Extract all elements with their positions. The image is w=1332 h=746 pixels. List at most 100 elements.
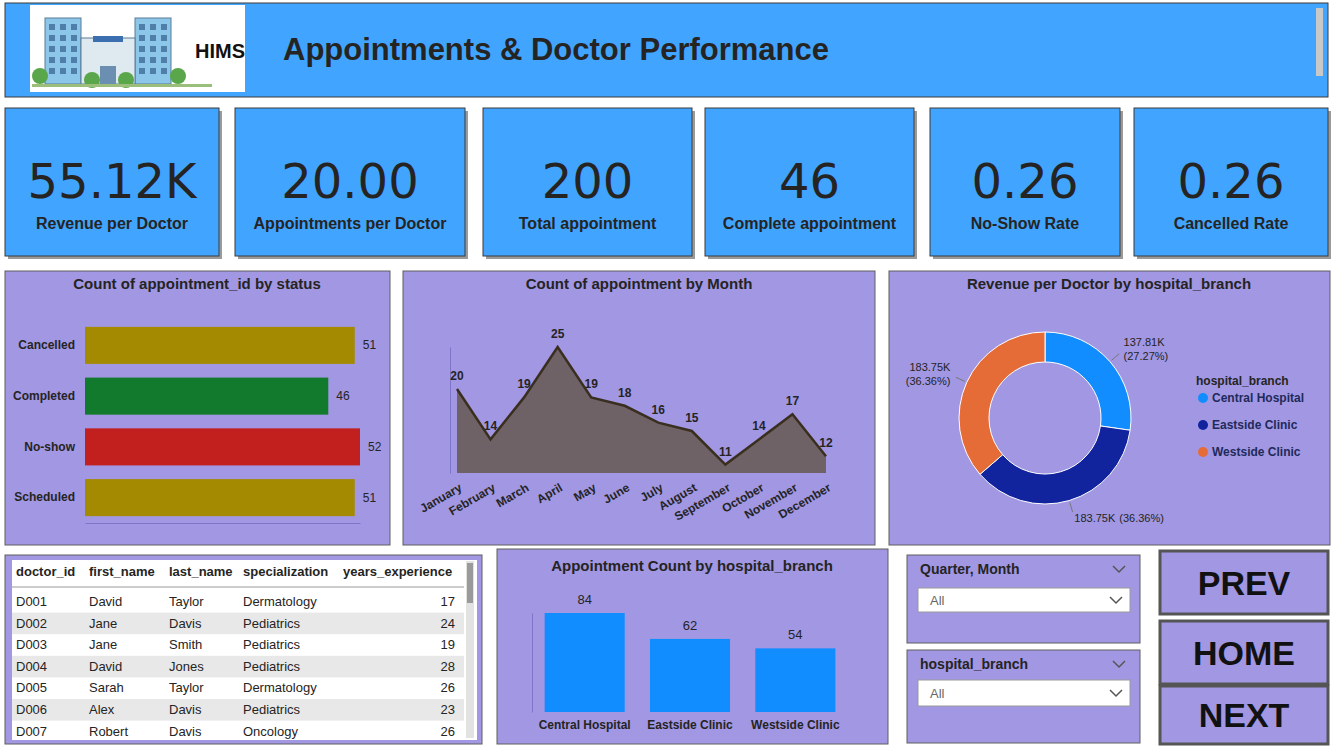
kpi-value: 0.26 <box>972 153 1079 209</box>
tick-label: June <box>601 480 633 506</box>
page-title: Appointments & Doctor Performance <box>283 32 829 67</box>
button-bg[interactable] <box>1160 621 1328 684</box>
logo-window <box>161 24 167 30</box>
dropdown-value[interactable]: All <box>930 593 945 608</box>
logo-window <box>60 57 66 63</box>
kpi-value: 46 <box>779 153 840 209</box>
tick: Scheduled <box>14 490 85 504</box>
nav-button[interactable]: NEXT <box>1160 686 1328 744</box>
value-axis <box>532 614 533 713</box>
kpi-label: Total appointment <box>519 215 657 232</box>
table-cell: Smith <box>169 637 202 652</box>
panel-bg <box>403 271 875 545</box>
button-label[interactable]: PREV <box>1198 564 1291 602</box>
table-cell: D005 <box>16 680 47 695</box>
tick-label: Cancelled <box>18 338 75 352</box>
tick-label: December <box>776 480 834 521</box>
logo-bg <box>30 5 245 92</box>
card-bg <box>483 108 692 256</box>
kpi-card: 20.00 Appointments per Doctor <box>235 108 468 259</box>
tick: Eastside Clinic <box>647 712 733 732</box>
logo-tower <box>45 18 81 84</box>
logo-window <box>150 46 156 52</box>
logo-window <box>161 57 167 63</box>
tick: Central Hospital <box>539 712 631 732</box>
logo-window <box>150 68 156 74</box>
logo-window <box>60 35 66 41</box>
dropdown-chevron <box>1110 690 1122 696</box>
scrollbar <box>1316 8 1323 76</box>
logo-window <box>139 24 145 30</box>
panel-bg <box>5 271 390 545</box>
logo-window <box>71 68 77 74</box>
table-cell: D001 <box>16 594 47 609</box>
value-axis <box>450 348 451 474</box>
month-chart: Count of appointment by MonthJanuaryFebr… <box>403 271 875 545</box>
kpi-card: 0.26 No-Show Rate <box>930 108 1123 259</box>
slice <box>959 332 1045 474</box>
tick-label: March <box>494 480 532 510</box>
kpi-label: Cancelled Rate <box>1174 215 1289 232</box>
table-cell: Jones <box>169 659 204 674</box>
leader-line <box>956 377 965 381</box>
chart-title: Count of appointment by Month <box>526 275 753 292</box>
tick: Westside Clinic <box>751 712 840 732</box>
axis-line <box>450 348 451 474</box>
slicer-title: Quarter, Month <box>920 561 1020 577</box>
logo-window <box>71 24 77 30</box>
table-cell: Pediatrics <box>243 637 301 652</box>
header-rule <box>12 587 464 588</box>
bar <box>545 613 625 712</box>
card-bg <box>1134 108 1328 256</box>
slicer-title: hospital_branch <box>920 656 1028 672</box>
tick-label: No-show <box>24 440 75 454</box>
table-cell: D006 <box>16 702 47 717</box>
dropdown[interactable]: All <box>918 588 1130 612</box>
data-label: 17 <box>786 394 800 408</box>
nav-button[interactable]: HOME <box>1160 621 1328 684</box>
tick-label: Scheduled <box>14 490 75 504</box>
tick: December <box>776 476 834 522</box>
kpi-value: 20.00 <box>281 153 418 209</box>
tick-label: Westside Clinic <box>751 718 840 732</box>
column-header: specialization <box>243 564 328 579</box>
tick: April <box>534 476 565 506</box>
dashboard: HIMSAppointments & Doctor Performance55.… <box>0 0 1332 746</box>
kpi-label: No-Show Rate <box>971 215 1080 232</box>
slice <box>1045 332 1131 430</box>
leader-line <box>1070 502 1073 512</box>
logo-window <box>139 35 145 41</box>
table-cell: D004 <box>16 659 47 674</box>
tick-label: February <box>446 480 498 518</box>
button-bg[interactable] <box>1160 686 1328 744</box>
button-label[interactable]: NEXT <box>1199 696 1290 734</box>
data-label: 183.75K(36.36%) <box>906 361 951 387</box>
dropdown-value[interactable]: All <box>930 686 945 701</box>
table-cell: D002 <box>16 616 47 631</box>
table-cell: 26 <box>441 724 455 739</box>
logo-window <box>60 46 66 52</box>
chart-title: Count of appointment_id by status <box>73 275 321 292</box>
table-bg <box>12 560 477 740</box>
dropdown-box[interactable] <box>918 680 1130 706</box>
header: HIMSAppointments & Doctor Performance <box>5 3 1328 97</box>
value-axis <box>86 523 361 524</box>
card-bg <box>930 108 1120 256</box>
plot-area <box>457 347 826 473</box>
dropdown-box[interactable] <box>918 588 1130 612</box>
logo-window <box>71 57 77 63</box>
area <box>457 347 826 473</box>
data-label: 51 <box>363 338 377 352</box>
data-label-value: 183.75K <box>909 361 951 373</box>
bar <box>755 648 835 712</box>
table-cell: 23 <box>441 702 455 717</box>
slicer-chevron <box>1113 661 1125 667</box>
nav-button[interactable]: PREV <box>1160 551 1328 614</box>
button-label[interactable]: HOME <box>1193 634 1295 672</box>
button-bg[interactable] <box>1160 551 1328 614</box>
legend-swatch <box>1198 393 1208 403</box>
leader-line <box>1112 354 1120 361</box>
dropdown[interactable]: All <box>918 680 1130 706</box>
table-cell: 24 <box>441 616 455 631</box>
kpi-label: Appointments per Doctor <box>254 215 447 232</box>
